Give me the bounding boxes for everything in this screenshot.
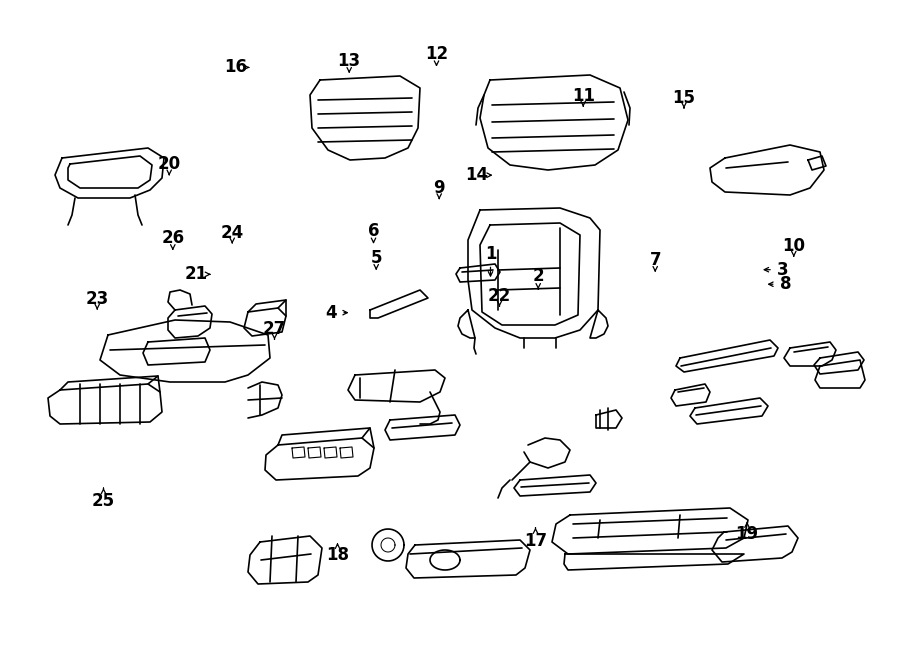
Text: 3: 3 — [778, 260, 788, 279]
Text: 24: 24 — [220, 223, 244, 242]
Text: 15: 15 — [672, 89, 696, 107]
Text: 25: 25 — [92, 492, 115, 510]
Text: 18: 18 — [326, 546, 349, 564]
Text: 10: 10 — [782, 237, 806, 255]
Text: 26: 26 — [161, 229, 184, 247]
Text: 20: 20 — [158, 155, 181, 173]
Text: 27: 27 — [263, 320, 286, 338]
Text: 6: 6 — [368, 222, 379, 241]
Text: 12: 12 — [425, 45, 448, 63]
Text: 5: 5 — [371, 249, 382, 267]
Text: 23: 23 — [86, 290, 109, 308]
Text: 11: 11 — [572, 87, 595, 105]
Text: 22: 22 — [488, 287, 511, 305]
Text: 4: 4 — [326, 303, 337, 322]
Text: 16: 16 — [224, 58, 248, 77]
Text: 9: 9 — [434, 179, 445, 198]
Text: 17: 17 — [524, 531, 547, 550]
Text: 1: 1 — [485, 245, 496, 264]
Text: 13: 13 — [338, 52, 361, 70]
Text: 8: 8 — [780, 275, 791, 293]
Text: 21: 21 — [184, 265, 208, 284]
Text: 14: 14 — [465, 166, 489, 184]
Text: 7: 7 — [650, 251, 661, 269]
Text: 19: 19 — [735, 525, 759, 543]
Text: 2: 2 — [533, 267, 544, 286]
